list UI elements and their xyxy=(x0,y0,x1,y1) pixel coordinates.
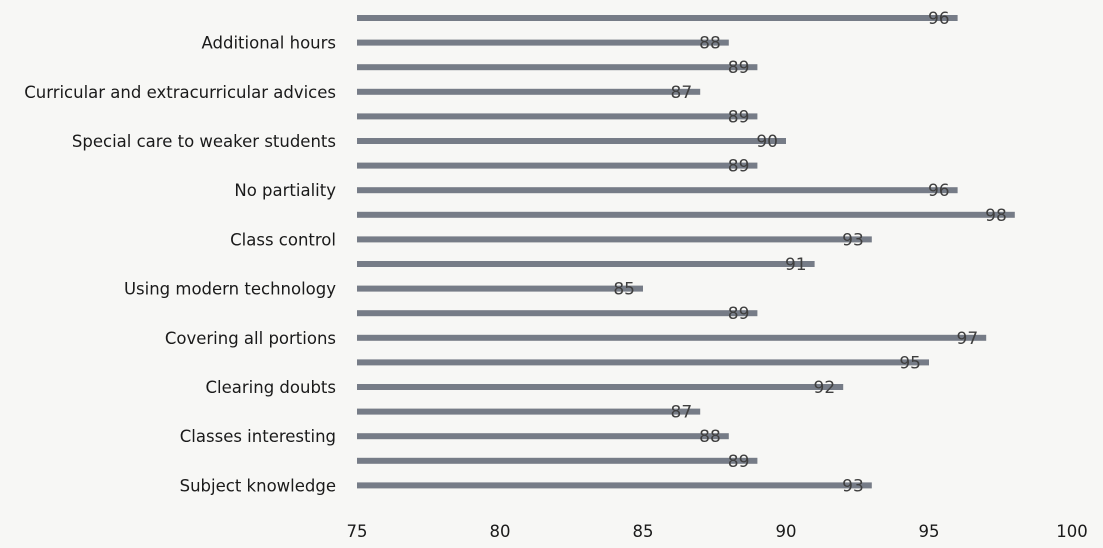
bar xyxy=(357,138,786,144)
bar xyxy=(357,39,729,46)
x-tick-label: 85 xyxy=(633,522,654,541)
bar-value-label: 90 xyxy=(756,132,778,152)
bar xyxy=(357,236,872,243)
x-tick-label: 80 xyxy=(490,522,511,541)
category-label: Special care to weaker students xyxy=(72,132,336,151)
bar-value-label: 89 xyxy=(728,58,750,78)
bar-value-label: 87 xyxy=(671,403,693,423)
value-labels: 96 88 89 87 89 90 89 96 98 93 91 85 89 97 95 92 87 88 89 93 xyxy=(613,9,1006,496)
bar xyxy=(357,113,758,120)
category-label: Class control xyxy=(230,230,336,249)
category-labels: Additional hours Curricular and extracurr… xyxy=(24,34,336,496)
bar-value-label: 88 xyxy=(699,427,721,447)
category-label: Covering all portions xyxy=(165,329,336,348)
bar xyxy=(357,15,958,21)
bar-value-label: 98 xyxy=(985,206,1007,226)
bar xyxy=(357,187,958,194)
bar-value-label: 87 xyxy=(671,83,693,103)
bar xyxy=(357,482,872,489)
category-label: Using modern technology xyxy=(124,280,336,299)
bar xyxy=(357,211,1015,218)
bar xyxy=(357,310,758,317)
bar xyxy=(357,433,729,440)
bar-value-label: 93 xyxy=(842,476,864,496)
bar xyxy=(357,359,929,366)
bar-value-label: 91 xyxy=(785,255,807,275)
bar xyxy=(357,162,758,169)
category-label: Additional hours xyxy=(202,34,336,53)
bar xyxy=(357,384,844,390)
category-label: Classes interesting xyxy=(180,427,336,446)
bars-layer xyxy=(357,15,1015,489)
bar-value-label: 92 xyxy=(814,378,836,398)
category-label: No partiality xyxy=(234,181,336,200)
bar xyxy=(357,285,643,292)
bar xyxy=(357,408,701,415)
bar xyxy=(357,457,758,464)
x-tick-label: 100 xyxy=(1056,522,1088,541)
category-label: Subject knowledge xyxy=(180,476,336,495)
category-label: Curricular and extracurricular advices xyxy=(24,83,336,102)
bar-value-label: 93 xyxy=(842,230,864,250)
bar-value-label: 89 xyxy=(728,107,750,127)
bar-value-label: 96 xyxy=(928,9,950,29)
x-axis-tick-labels: 75 80 85 90 95 100 xyxy=(347,522,1088,541)
bar xyxy=(357,64,758,71)
bar-value-label: 96 xyxy=(928,181,950,201)
bar xyxy=(357,88,701,95)
bar-value-label: 97 xyxy=(957,329,979,349)
bar-value-label: 88 xyxy=(699,34,721,54)
bar-value-label: 89 xyxy=(728,304,750,324)
x-tick-label: 95 xyxy=(919,522,940,541)
x-tick-label: 75 xyxy=(347,522,368,541)
bar-value-label: 89 xyxy=(728,452,750,472)
x-tick-label: 90 xyxy=(776,522,797,541)
bar xyxy=(357,261,815,267)
bar-value-label: 95 xyxy=(899,353,921,373)
bar xyxy=(357,334,987,341)
category-label: Clearing doubts xyxy=(206,378,336,397)
bar-value-label: 85 xyxy=(613,280,635,300)
bar-value-label: 89 xyxy=(728,157,750,177)
